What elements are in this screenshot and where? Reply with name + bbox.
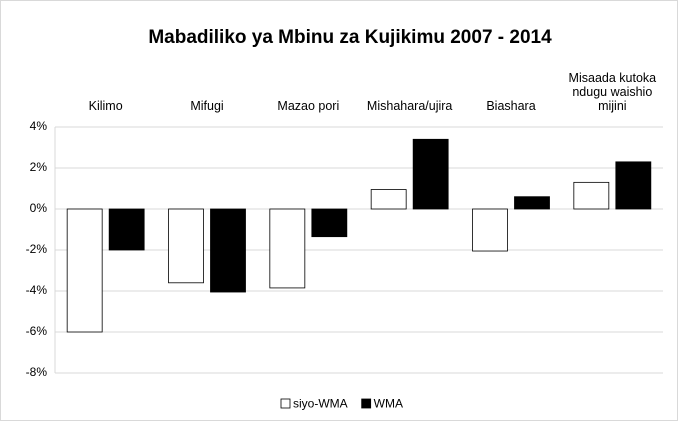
- bar: [573, 181, 610, 210]
- bar: [210, 208, 246, 293]
- legend-label: WMA: [374, 397, 403, 411]
- bar: [472, 208, 508, 252]
- x-category-label: Mishahara/ujira: [366, 99, 453, 113]
- bar: [168, 208, 204, 284]
- legend-swatch: [361, 398, 372, 409]
- y-tick-label: -4%: [26, 283, 48, 297]
- bar: [370, 189, 407, 210]
- bar: [412, 138, 449, 210]
- bar: [615, 161, 652, 210]
- legend-swatch: [280, 398, 291, 409]
- bar: [108, 208, 145, 251]
- y-tick-label: 0%: [30, 201, 48, 215]
- x-category-label: Biashara: [486, 99, 536, 113]
- x-category-label: Kilimo: [88, 99, 123, 113]
- bar: [514, 196, 550, 210]
- x-category-label: Mifugi: [190, 99, 224, 113]
- bar: [311, 208, 348, 238]
- x-category-label: Misaada kutoka ndugu waishio mijini: [568, 71, 657, 113]
- y-tick-label: -6%: [26, 324, 48, 338]
- y-tick-label: -8%: [26, 365, 48, 379]
- bar: [269, 208, 306, 289]
- y-tick-label: 4%: [30, 119, 48, 133]
- y-tick-label: 2%: [30, 160, 48, 174]
- x-category-label: Mazao pori: [277, 99, 340, 113]
- y-tick-label: -2%: [26, 242, 48, 256]
- chart-title: Mabadiliko ya Mbinu za Kujikimu 2007 - 2…: [148, 27, 552, 48]
- bar: [66, 208, 103, 333]
- legend-label: siyo-WMA: [293, 397, 348, 411]
